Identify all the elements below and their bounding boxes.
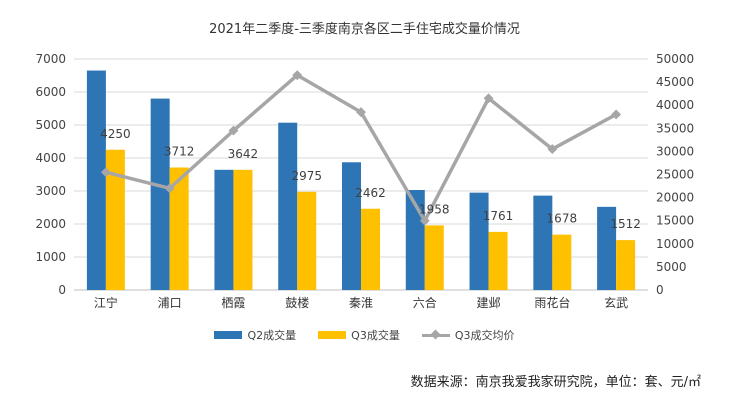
bar-q2 bbox=[469, 192, 489, 290]
bar-q3 bbox=[361, 208, 380, 290]
bar-q2 bbox=[278, 122, 298, 290]
x-tick-label: 六合 bbox=[413, 295, 437, 310]
x-tick-label: 鼓楼 bbox=[285, 295, 309, 310]
bar-q3 bbox=[616, 240, 636, 290]
x-tick-label: 玄武 bbox=[604, 295, 628, 310]
y-right-tick-label: 0 bbox=[656, 283, 664, 297]
bar-q2 bbox=[150, 98, 170, 290]
y-right-tick-label: 35000 bbox=[656, 121, 694, 135]
bar-q2 bbox=[86, 70, 106, 290]
data-label-q3: 2975 bbox=[291, 169, 322, 183]
chart-title: 2021年二季度-三季度南京各区二手住宅成交量价情况 bbox=[209, 22, 520, 37]
legend-label-q3: Q3成交量 bbox=[351, 329, 400, 342]
bar-q3 bbox=[169, 167, 189, 290]
y-left-tick-label: 3000 bbox=[35, 184, 66, 198]
bar-q3 bbox=[105, 149, 125, 290]
marker-q3-price bbox=[419, 215, 430, 226]
legend-item-q3-price: Q3成交均价 bbox=[421, 327, 515, 343]
legend: Q2成交量 Q3成交量 Q3成交均价 bbox=[0, 327, 729, 343]
y-left-tick-label: 1000 bbox=[35, 250, 66, 264]
bar-q3 bbox=[488, 231, 508, 290]
marker-q3-price bbox=[164, 183, 175, 194]
marker-q3-price bbox=[228, 125, 239, 136]
data-label-q3: 3712 bbox=[164, 145, 195, 159]
y-right-tick-label: 10000 bbox=[656, 237, 694, 251]
y-right-tick-label: 20000 bbox=[656, 191, 694, 205]
y-right-tick-label: 5000 bbox=[656, 260, 687, 274]
legend-label-q2: Q2成交量 bbox=[247, 329, 297, 342]
legend-swatch-q3-price bbox=[421, 330, 450, 340]
legend-item-q2: Q2成交量 bbox=[214, 327, 296, 343]
bar-q2 bbox=[533, 195, 553, 290]
bar-q3 bbox=[424, 225, 444, 290]
x-tick-label: 浦口 bbox=[158, 296, 182, 310]
y-right-tick-label: 40000 bbox=[656, 98, 694, 112]
bar-q2 bbox=[597, 206, 617, 290]
data-label-q3: 1512 bbox=[610, 217, 641, 231]
data-label-q3: 4250 bbox=[100, 127, 131, 141]
marker-q3-price bbox=[611, 109, 622, 120]
y-right-tick-label: 30000 bbox=[656, 144, 694, 158]
y-left-tick-label: 2000 bbox=[35, 217, 66, 231]
x-tick-label: 栖霞 bbox=[221, 295, 245, 310]
marker-q3-price bbox=[100, 167, 111, 178]
legend-label-q3-price: Q3成交均价 bbox=[454, 329, 515, 342]
bar-q2 bbox=[214, 169, 234, 290]
y-left-tick-label: 7000 bbox=[35, 52, 66, 66]
bar-q3 bbox=[233, 169, 253, 290]
marker-q3-price bbox=[547, 144, 558, 155]
bar-q3 bbox=[552, 234, 572, 290]
data-label-q3: 1958 bbox=[419, 202, 450, 216]
legend-swatch-q2 bbox=[214, 331, 243, 339]
bar-q2 bbox=[342, 162, 361, 290]
data-label-q3: 2462 bbox=[355, 186, 386, 200]
data-label-q3: 1678 bbox=[547, 212, 578, 226]
x-tick-label: 雨花台 bbox=[534, 295, 570, 310]
y-left-tick-label: 6000 bbox=[35, 85, 66, 99]
x-tick-label: 建邺 bbox=[477, 296, 501, 310]
source-note: 数据来源：南京我爱我家研究院，单位：套、元/㎡ bbox=[410, 375, 701, 390]
bar-q3 bbox=[297, 191, 317, 290]
y-right-tick-label: 45000 bbox=[656, 75, 694, 89]
y-left-tick-label: 4000 bbox=[35, 151, 66, 165]
y-right-tick-label: 25000 bbox=[656, 168, 694, 182]
legend-item-q3: Q3成交量 bbox=[318, 327, 400, 343]
y-left-tick-label: 5000 bbox=[35, 118, 66, 132]
x-tick-label: 秦淮 bbox=[349, 296, 373, 310]
data-label-q3: 1761 bbox=[483, 209, 514, 223]
y-left-tick-label: 0 bbox=[58, 283, 66, 297]
y-right-tick-label: 15000 bbox=[656, 214, 694, 228]
x-tick-label: 江宁 bbox=[94, 295, 118, 310]
data-label-q3: 3642 bbox=[228, 147, 259, 161]
y-right-tick-label: 50000 bbox=[656, 52, 694, 66]
legend-swatch-q3 bbox=[318, 331, 347, 339]
